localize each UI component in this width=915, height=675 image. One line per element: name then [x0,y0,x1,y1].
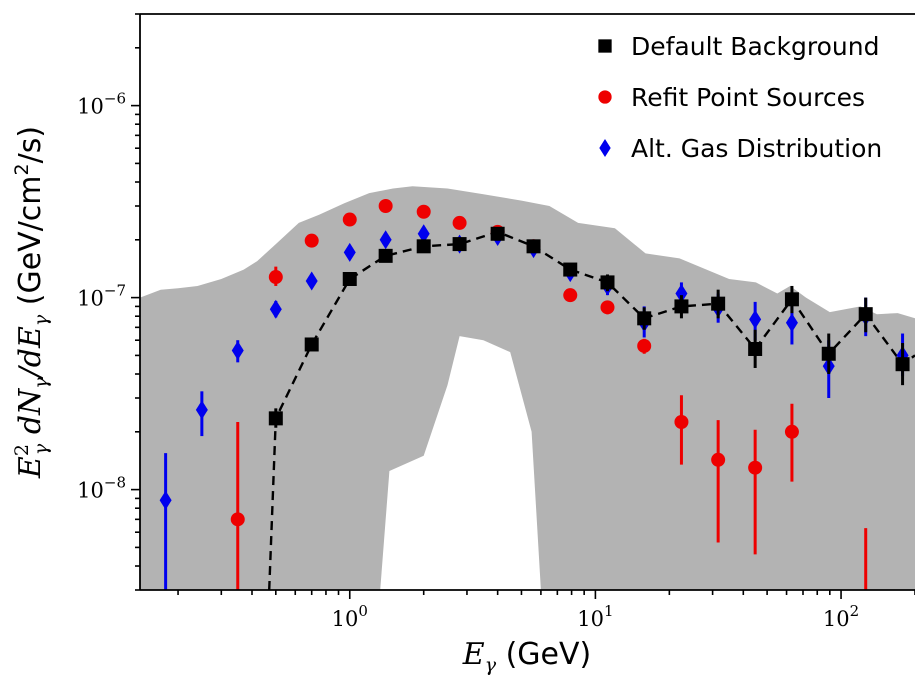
y-tick-label: 10−7 [77,282,126,311]
y-tick-label: 10−6 [77,90,126,119]
default-background-point [821,346,836,361]
default-background-point [600,275,615,290]
x-axis-label: Eγ (GeV) [462,637,591,675]
refit-point-sources-point [378,199,393,213]
alt-gas-distribution-point [159,490,172,510]
data-points [159,199,910,590]
default-background-point [268,411,283,426]
background-uncertainty-band [140,186,915,590]
refit-point-sources-point [304,233,319,248]
plot-area [140,186,915,590]
default-background-point [490,226,505,241]
legend-label-alt-gas-distribution: Alt. Gas Distribution [631,134,882,163]
default-background-series [268,226,910,428]
y-axis-label: E2γ dNγ/dEγ (GeV/cm2/s) [11,126,52,479]
refit-point-sources-point [784,424,799,439]
default-background-point [342,272,357,287]
y-tick-label: 10−8 [77,474,126,503]
alt-gas-distribution-point [195,400,208,420]
default-background-point [748,341,763,356]
tick-labels: 100 101 102 10−8 10−7 10−6 [77,90,859,631]
alt-gas-distribution-point [785,313,798,333]
refit-point-sources-point [674,414,689,429]
alt-gas-distribution-point [305,271,318,291]
default-background-point [378,248,393,263]
default-background-point [416,239,431,254]
refit-point-sources-point [452,215,467,230]
default-background-point [711,296,726,311]
refit-point-sources-point [637,338,652,353]
refit-point-sources-point [342,212,357,227]
refit-point-sources-point [748,460,763,475]
default-background-point [895,357,910,372]
default-background-point [563,262,578,277]
legend-marker-refit-point-sources [598,90,612,104]
alt-gas-distribution-point [675,284,688,304]
legend-label-refit-point-sources: Refit Point Sources [631,83,865,112]
x-tick-label: 100 [332,602,368,631]
alt-gas-distribution-point [749,309,762,329]
legend-entry-default-background: Default Background [598,32,879,61]
legend-marker-alt-gas-distribution [599,138,611,158]
alt-gas-distribution-point [231,341,244,361]
default-background-point [637,311,652,326]
default-background-point [452,237,467,252]
default-background-point [784,292,799,307]
default-background-point [526,239,541,254]
legend-label-default-background: Default Background [631,32,879,61]
legend: Default Background Refit Point Sources Alt… [598,32,882,163]
legend-marker-default-background [598,39,612,53]
axes: 100 101 102 10−8 10−7 10−6 [77,13,915,631]
refit-point-sources-point [230,512,245,527]
refit-point-sources-point [268,270,283,285]
refit-point-sources-point [416,204,431,219]
x-tick-label: 102 [823,602,859,631]
default-background-point [304,337,319,352]
default-background-point [858,307,873,322]
alt-gas-distribution-point [343,242,356,262]
tick-marks [131,13,915,599]
default-background-point [674,299,689,314]
alt-gas-distribution-point [417,224,430,244]
refit-point-sources-point [600,300,615,315]
legend-entry-refit-point-sources: Refit Point Sources [598,83,865,112]
refit-point-sources-point [563,288,578,303]
x-tick-label: 101 [577,602,613,631]
alt-gas-distribution-point [379,230,392,250]
alt-gas-distribution-point [269,299,282,319]
legend-entry-alt-gas-distribution: Alt. Gas Distribution [599,134,882,163]
refit-point-sources-point [711,452,726,467]
